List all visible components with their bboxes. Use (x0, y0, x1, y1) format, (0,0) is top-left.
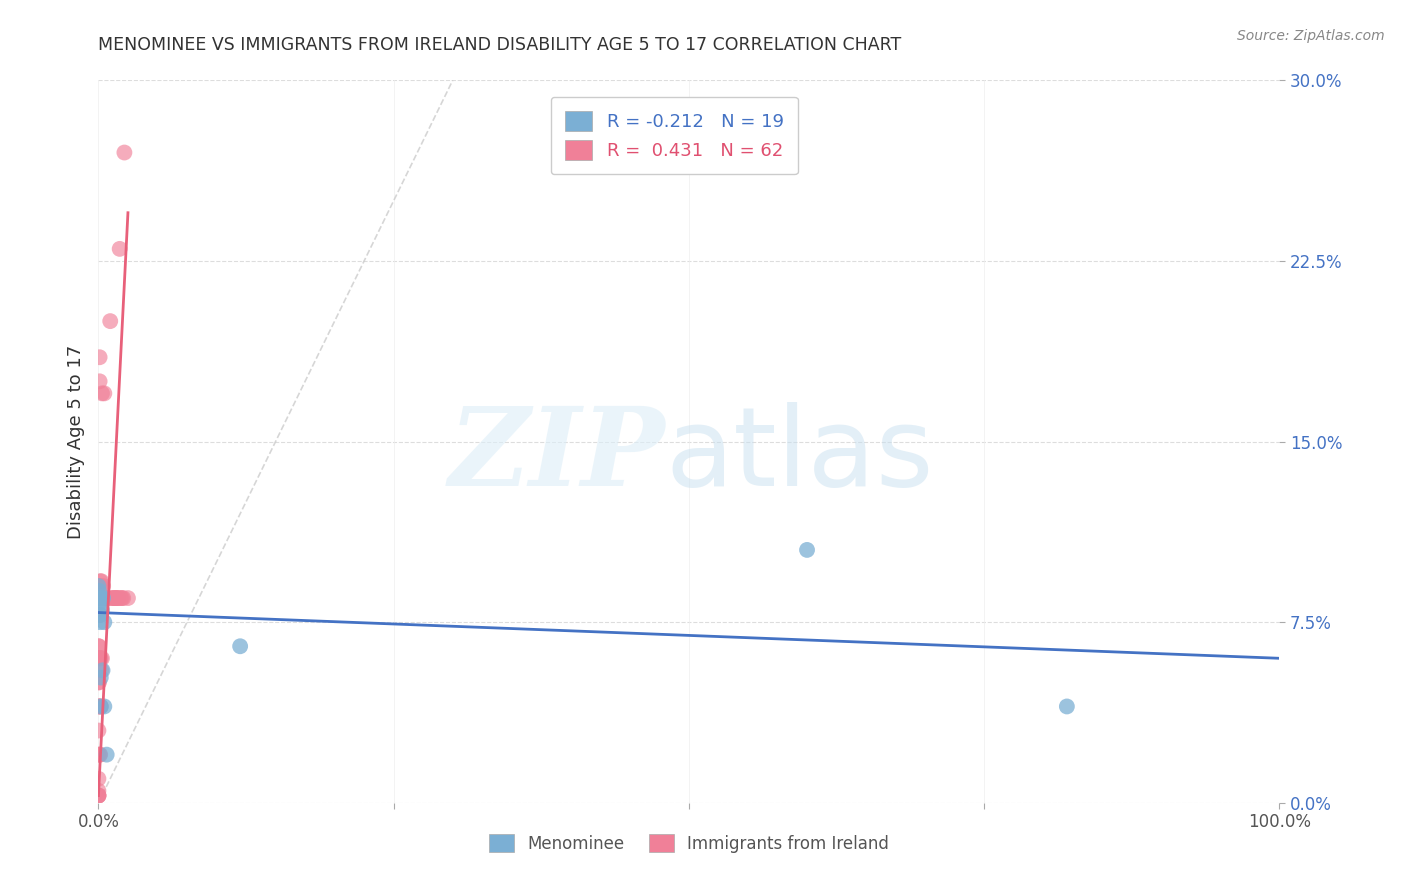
Point (89, 747, 111, 762)
Legend: Menominee, Immigrants from Ireland: Menominee, Immigrants from Ireland (482, 828, 896, 860)
Point (93, 699, 115, 714)
Point (90, 699, 112, 714)
Point (93, 591, 115, 605)
Point (87, 675, 110, 690)
Point (100, 591, 122, 605)
Point (93, 615, 115, 630)
Point (89, 607, 111, 622)
Point (89, 591, 111, 605)
Point (89, 350, 111, 364)
Point (104, 591, 127, 605)
Point (91, 579, 114, 593)
Point (91, 591, 114, 605)
Point (91, 386, 114, 401)
Point (90, 574, 112, 589)
Point (91, 603, 114, 617)
Point (87, 596, 110, 610)
Point (89, 651, 111, 665)
Y-axis label: Disability Age 5 to 17: Disability Age 5 to 17 (66, 344, 84, 539)
Point (87, 723, 110, 738)
Point (89, 591, 111, 605)
Point (87, 789, 110, 803)
Point (97, 591, 120, 605)
Point (87, 789, 110, 803)
Point (90, 699, 112, 714)
Text: Source: ZipAtlas.com: Source: ZipAtlas.com (1237, 29, 1385, 43)
Point (96, 747, 118, 762)
Point (96, 591, 118, 605)
Point (90, 591, 112, 605)
Point (87, 784, 110, 798)
Point (87, 583, 110, 598)
Point (229, 639, 252, 653)
Point (105, 591, 128, 605)
Point (87, 651, 110, 665)
Point (112, 591, 135, 605)
Point (87, 579, 110, 593)
Point (89, 591, 111, 605)
Point (87, 789, 110, 803)
Text: ZIP: ZIP (449, 402, 665, 509)
Point (111, 591, 134, 605)
Point (87, 639, 110, 653)
Point (87, 664, 110, 678)
Point (87, 699, 110, 714)
Point (93, 386, 115, 401)
Point (89, 699, 111, 714)
Point (90, 664, 112, 678)
Point (90, 579, 112, 593)
Point (112, 145, 135, 160)
Point (87, 699, 110, 714)
Point (103, 591, 125, 605)
Point (105, 591, 128, 605)
Text: atlas: atlas (665, 402, 934, 509)
Point (87, 747, 110, 762)
Point (89, 574, 111, 589)
Point (90, 671, 112, 685)
Point (98, 314, 121, 328)
Point (87, 651, 110, 665)
Point (101, 591, 124, 605)
Point (91, 651, 114, 665)
Point (87, 772, 110, 786)
Point (94, 591, 117, 605)
Point (107, 591, 129, 605)
Point (89, 374, 111, 388)
Point (89, 615, 111, 630)
Point (105, 591, 128, 605)
Point (90, 607, 112, 622)
Point (89, 747, 111, 762)
Point (796, 542, 818, 557)
Point (91, 591, 114, 605)
Point (89, 607, 111, 622)
Point (90, 651, 112, 665)
Text: MENOMINEE VS IMMIGRANTS FROM IRELAND DISABILITY AGE 5 TO 17 CORRELATION CHART: MENOMINEE VS IMMIGRANTS FROM IRELAND DIS… (98, 36, 901, 54)
Point (91, 591, 114, 605)
Point (91, 664, 114, 678)
Point (91, 591, 114, 605)
Point (87, 789, 110, 803)
Point (108, 242, 131, 256)
Point (1056, 699, 1078, 714)
Point (110, 591, 132, 605)
Point (90, 591, 112, 605)
Point (89, 599, 111, 613)
Point (87, 639, 110, 653)
Point (117, 591, 139, 605)
Point (90, 591, 112, 605)
Point (87, 675, 110, 690)
Point (89, 579, 111, 593)
